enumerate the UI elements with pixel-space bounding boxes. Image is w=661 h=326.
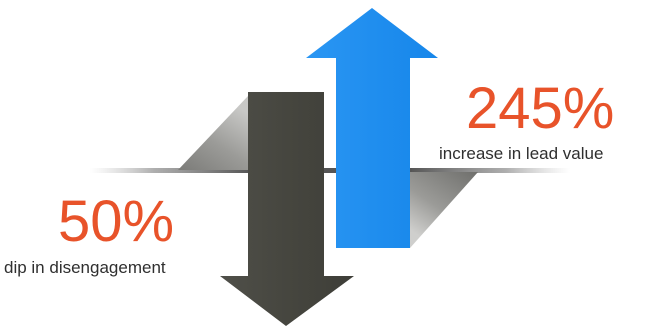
up-arrow-icon [306,8,438,248]
dip-stat-value: 50% [58,189,175,254]
down-arrow-icon [220,92,354,326]
fold-shadow-right [410,172,478,248]
increase-stat-caption: increase in lead value [439,144,604,163]
increase-stat-value: 245% [466,76,615,141]
horizon-line-center [248,168,412,173]
dip-stat-caption: dip in disengagement [4,258,166,277]
fold-shadow-left [178,96,248,170]
horizon-line-left [90,168,250,173]
horizon-line-right [410,168,570,173]
